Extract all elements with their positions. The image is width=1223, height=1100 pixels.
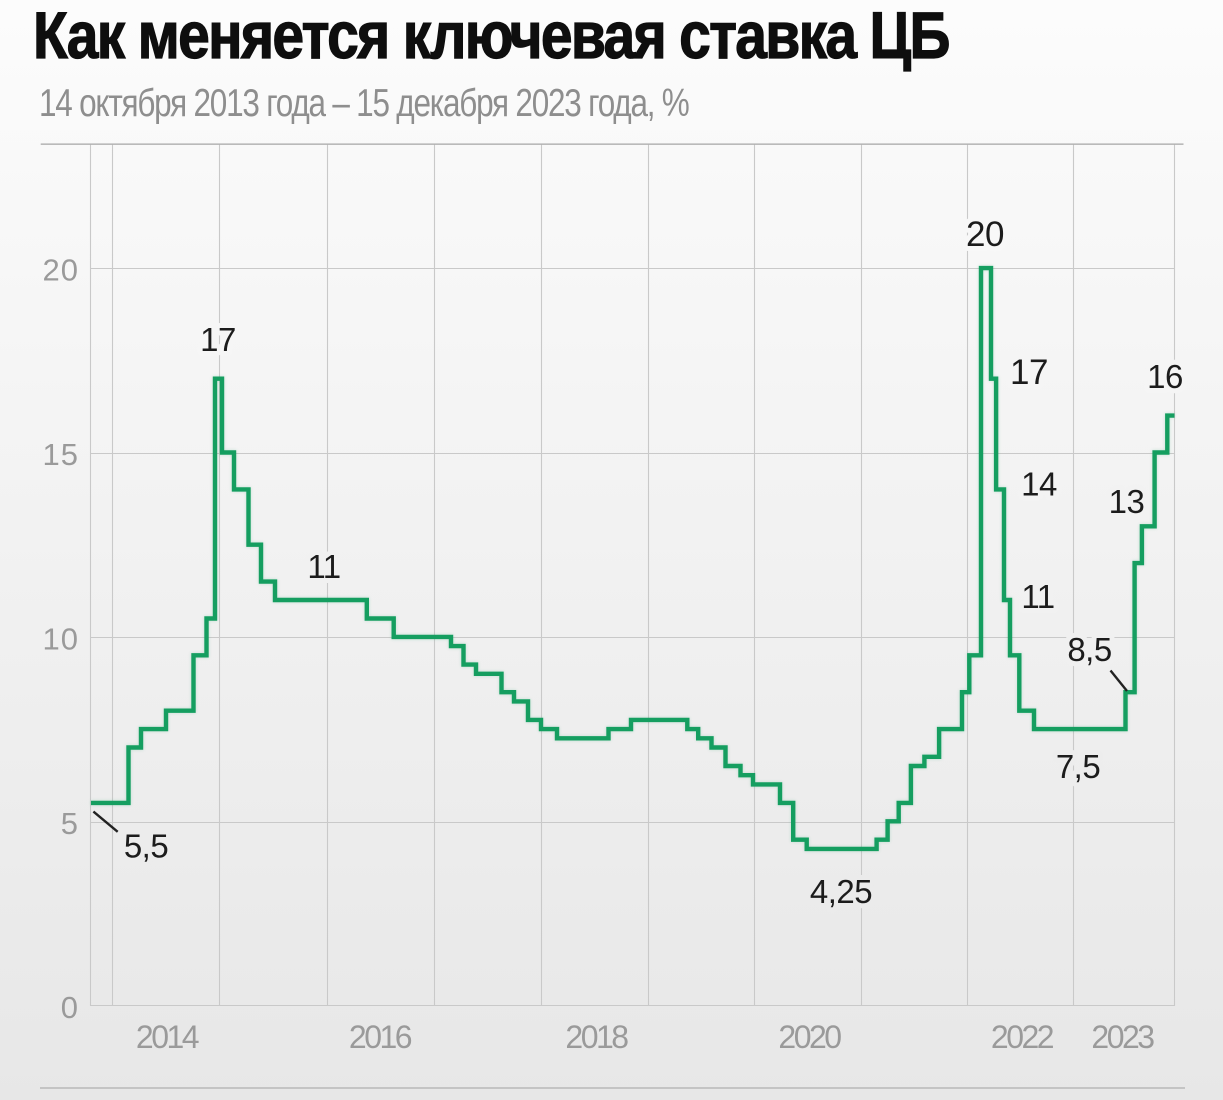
svg-text:14: 14 [1021,466,1057,503]
svg-text:15: 15 [43,437,79,472]
svg-text:20: 20 [966,215,1004,254]
svg-text:0: 0 [61,990,79,1025]
svg-text:2018: 2018 [565,1019,628,1055]
svg-text:2016: 2016 [349,1019,412,1055]
svg-text:17: 17 [200,321,236,358]
svg-text:5: 5 [61,806,79,841]
svg-text:17: 17 [1010,353,1048,392]
svg-text:11: 11 [1021,578,1054,615]
svg-text:20: 20 [43,253,79,288]
svg-text:4,25: 4,25 [810,873,872,910]
svg-text:8,5: 8,5 [1067,631,1111,668]
svg-text:2020: 2020 [778,1019,841,1055]
svg-text:7,5: 7,5 [1056,748,1100,785]
svg-text:11: 11 [307,548,340,585]
svg-text:2022: 2022 [991,1019,1054,1055]
svg-text:13: 13 [1109,483,1145,520]
svg-text:2023: 2023 [1091,1019,1154,1055]
svg-text:2014: 2014 [136,1019,199,1055]
svg-text:16: 16 [1147,358,1183,395]
svg-text:5,5: 5,5 [124,828,168,865]
svg-text:10: 10 [43,622,79,657]
